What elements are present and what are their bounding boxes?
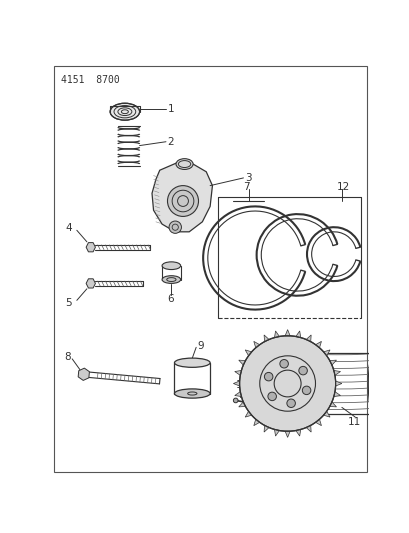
- Polygon shape: [238, 360, 245, 365]
- Polygon shape: [333, 392, 340, 397]
- Polygon shape: [78, 368, 89, 381]
- Ellipse shape: [367, 353, 380, 414]
- Polygon shape: [315, 341, 321, 348]
- Polygon shape: [238, 402, 245, 407]
- Polygon shape: [86, 279, 95, 288]
- Polygon shape: [295, 430, 300, 436]
- Text: 4151  8700: 4151 8700: [61, 75, 119, 85]
- Polygon shape: [306, 425, 310, 432]
- Ellipse shape: [174, 358, 210, 367]
- Polygon shape: [263, 335, 268, 342]
- Text: 2: 2: [167, 137, 174, 147]
- Ellipse shape: [110, 103, 139, 120]
- Ellipse shape: [175, 159, 193, 169]
- Polygon shape: [253, 419, 259, 426]
- Circle shape: [279, 360, 288, 368]
- Polygon shape: [234, 392, 241, 397]
- Polygon shape: [329, 360, 336, 365]
- Polygon shape: [335, 381, 341, 386]
- Ellipse shape: [162, 276, 180, 284]
- Text: 7: 7: [243, 182, 249, 192]
- Text: 8: 8: [64, 352, 71, 361]
- Polygon shape: [323, 350, 329, 356]
- Circle shape: [264, 373, 272, 381]
- Circle shape: [167, 185, 198, 216]
- Circle shape: [239, 336, 335, 431]
- Text: 9: 9: [196, 341, 203, 351]
- Polygon shape: [86, 243, 95, 252]
- Circle shape: [298, 366, 307, 375]
- Text: 6: 6: [167, 294, 174, 304]
- Circle shape: [301, 386, 310, 394]
- Text: 3: 3: [245, 173, 251, 183]
- Polygon shape: [274, 331, 279, 337]
- Text: 10: 10: [235, 380, 248, 390]
- Polygon shape: [295, 331, 300, 337]
- Polygon shape: [333, 370, 340, 375]
- Circle shape: [233, 398, 238, 403]
- Circle shape: [169, 221, 181, 233]
- Text: 5: 5: [65, 297, 72, 308]
- Polygon shape: [245, 350, 251, 356]
- Polygon shape: [253, 341, 259, 348]
- Polygon shape: [274, 430, 279, 436]
- Text: 11: 11: [347, 417, 360, 427]
- Polygon shape: [263, 425, 268, 432]
- Polygon shape: [245, 411, 251, 417]
- Polygon shape: [315, 419, 321, 426]
- Text: 1: 1: [167, 103, 174, 114]
- Ellipse shape: [162, 262, 180, 270]
- Polygon shape: [233, 381, 239, 386]
- Circle shape: [286, 399, 294, 408]
- Circle shape: [267, 392, 276, 401]
- Polygon shape: [234, 370, 241, 375]
- Polygon shape: [323, 411, 329, 417]
- Polygon shape: [284, 329, 290, 336]
- Polygon shape: [306, 335, 310, 342]
- Polygon shape: [284, 431, 290, 438]
- Ellipse shape: [174, 389, 210, 398]
- Text: 4: 4: [65, 223, 72, 233]
- Polygon shape: [329, 402, 336, 407]
- Polygon shape: [152, 163, 212, 232]
- Text: 12: 12: [336, 182, 349, 192]
